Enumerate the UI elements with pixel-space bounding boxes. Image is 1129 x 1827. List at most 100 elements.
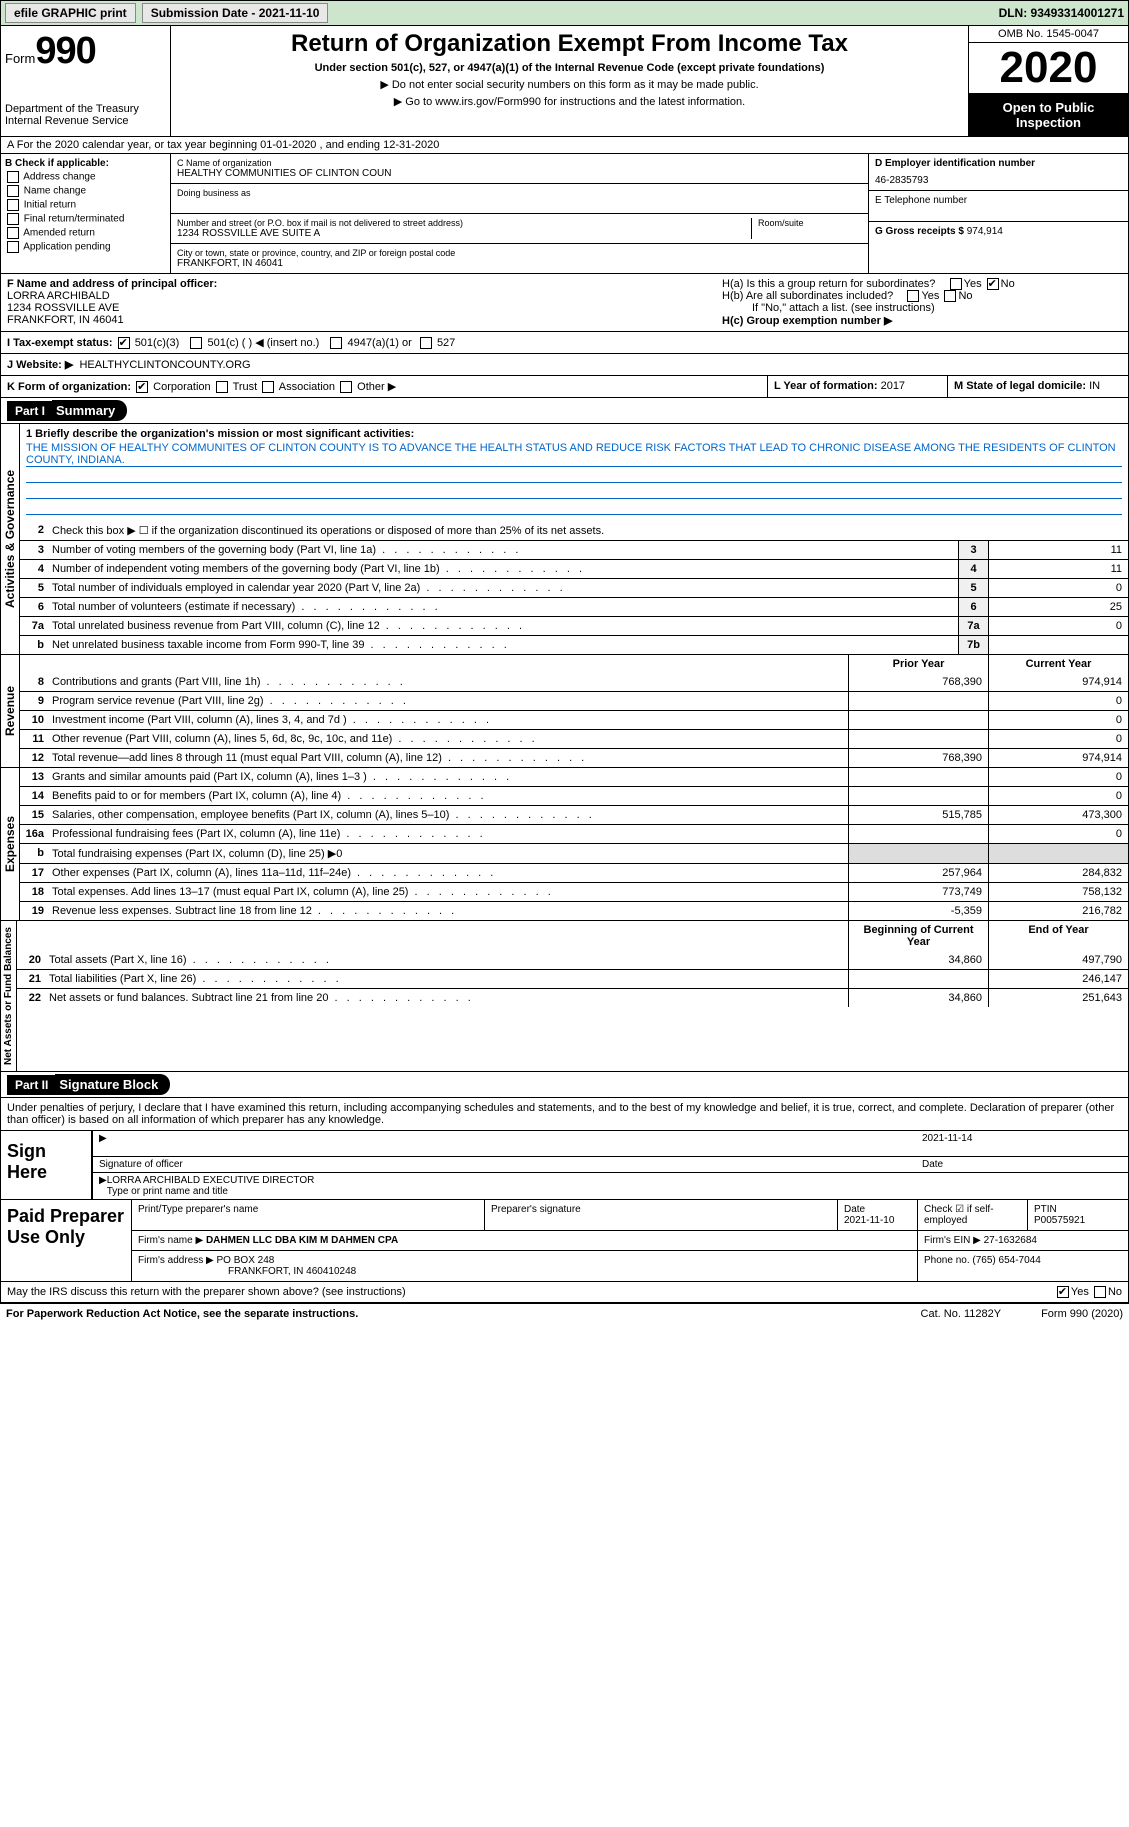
line-val: 25 bbox=[988, 598, 1128, 616]
line-box: 4 bbox=[958, 560, 988, 578]
col-begin-year: Beginning of Current Year bbox=[848, 921, 988, 951]
checkbox-discuss-yes[interactable] bbox=[1057, 1286, 1069, 1298]
checkbox-initial-return[interactable] bbox=[7, 199, 19, 211]
line-num: 20 bbox=[17, 951, 45, 969]
cat-no: Cat. No. 11282Y bbox=[921, 1308, 1002, 1320]
open-to-public: Open to Public Inspection bbox=[969, 94, 1128, 136]
checkbox-corp[interactable] bbox=[136, 381, 148, 393]
tax-year: 2020 bbox=[969, 43, 1128, 94]
line-box: 3 bbox=[958, 541, 988, 559]
checkbox-pending[interactable] bbox=[7, 241, 19, 253]
line-desc: Total unrelated business revenue from Pa… bbox=[48, 617, 958, 635]
paid-preparer-label: Paid Preparer Use Only bbox=[1, 1200, 131, 1281]
form-subtitle: Under section 501(c), 527, or 4947(a)(1)… bbox=[175, 62, 964, 74]
footer: For Paperwork Reduction Act Notice, see … bbox=[0, 1303, 1129, 1324]
line-py: 768,390 bbox=[848, 749, 988, 767]
line-num: 6 bbox=[20, 598, 48, 616]
line-desc: Number of independent voting members of … bbox=[48, 560, 958, 578]
part1-title: Summary bbox=[52, 400, 127, 421]
checkbox-501c3[interactable] bbox=[118, 337, 130, 349]
ptin: P00575921 bbox=[1034, 1215, 1122, 1226]
line-py bbox=[848, 787, 988, 805]
officer-addr1: 1234 ROSSVILLE AVE bbox=[7, 302, 722, 314]
checkbox-address-change[interactable] bbox=[7, 171, 19, 183]
form-footer: Form 990 (2020) bbox=[1041, 1308, 1123, 1320]
line-num: 14 bbox=[20, 787, 48, 805]
line-py: 773,749 bbox=[848, 883, 988, 901]
firm-phone: (765) 654-7044 bbox=[972, 1255, 1040, 1266]
line-py bbox=[848, 970, 988, 988]
officer-printed-label: Type or print name and title bbox=[107, 1186, 315, 1197]
gross-receipts-label: G Gross receipts $ bbox=[875, 226, 964, 237]
line-desc: Check this box ▶ ☐ if the organization d… bbox=[48, 521, 1128, 540]
checkbox-ha-no[interactable] bbox=[987, 278, 999, 290]
line-desc: Total fundraising expenses (Part IX, col… bbox=[48, 844, 848, 863]
line-cy: 246,147 bbox=[988, 970, 1128, 988]
line-desc: Number of voting members of the governin… bbox=[48, 541, 958, 559]
row-klm: K Form of organization: Corporation Trus… bbox=[0, 376, 1129, 398]
line-cy: 0 bbox=[988, 711, 1128, 729]
sig-arrow: ▶ bbox=[99, 1133, 922, 1154]
preparer-sig-label: Preparer's signature bbox=[485, 1200, 838, 1230]
line-desc: Other revenue (Part VIII, column (A), li… bbox=[48, 730, 848, 748]
checkbox-discuss-no[interactable] bbox=[1094, 1286, 1106, 1298]
line-box: 6 bbox=[958, 598, 988, 616]
checkbox-other[interactable] bbox=[340, 381, 352, 393]
checkbox-hb-no[interactable] bbox=[944, 290, 956, 302]
website: HEALTHYCLINTONCOUNTY.ORG bbox=[79, 359, 250, 371]
org-name-label: C Name of organization bbox=[177, 158, 862, 168]
line-num: b bbox=[20, 636, 48, 654]
sig-arrow2: ▶ bbox=[99, 1175, 107, 1197]
line-num: 8 bbox=[20, 673, 48, 691]
city-label: City or town, state or province, country… bbox=[177, 248, 862, 258]
line-num: 21 bbox=[17, 970, 45, 988]
checkbox-assoc[interactable] bbox=[262, 381, 274, 393]
line-num: 2 bbox=[20, 521, 48, 540]
dept-label: Department of the Treasury Internal Reve… bbox=[5, 103, 166, 127]
revenue-label: Revenue bbox=[1, 655, 20, 767]
checkbox-501c[interactable] bbox=[190, 337, 202, 349]
part2-title: Signature Block bbox=[55, 1074, 170, 1095]
officer-addr2: FRANKFORT, IN 46041 bbox=[7, 314, 722, 326]
line-cy: 216,782 bbox=[988, 902, 1128, 920]
checkbox-527[interactable] bbox=[420, 337, 432, 349]
addr-label: Number and street (or P.O. box if mail i… bbox=[177, 218, 751, 228]
line-py bbox=[848, 692, 988, 710]
expenses-section: Expenses 13Grants and similar amounts pa… bbox=[0, 768, 1129, 921]
checkbox-ha-yes[interactable] bbox=[950, 278, 962, 290]
checkbox-name-change[interactable] bbox=[7, 185, 19, 197]
firm-addr: PO BOX 248 bbox=[217, 1255, 275, 1266]
checkbox-amended[interactable] bbox=[7, 227, 19, 239]
h-b: H(b) Are all subordinates included? bbox=[722, 290, 893, 302]
dln: DLN: 93493314001271 bbox=[999, 6, 1124, 20]
line-py bbox=[848, 730, 988, 748]
sig-officer-label: Signature of officer bbox=[99, 1159, 922, 1170]
org-name: HEALTHY COMMUNITIES OF CLINTON COUN bbox=[177, 168, 862, 179]
line-desc: Salaries, other compensation, employee b… bbox=[48, 806, 848, 824]
governance-section: Activities & Governance 1 Briefly descri… bbox=[0, 424, 1129, 655]
checkbox-4947[interactable] bbox=[330, 337, 342, 349]
form-number: 990 bbox=[35, 30, 95, 72]
line-desc: Revenue less expenses. Subtract line 18 … bbox=[48, 902, 848, 920]
penalty-text: Under penalties of perjury, I declare th… bbox=[1, 1098, 1128, 1130]
line-py: 34,860 bbox=[848, 951, 988, 969]
line-desc: Total revenue—add lines 8 through 11 (mu… bbox=[48, 749, 848, 767]
col-prior-year: Prior Year bbox=[848, 655, 988, 673]
checkbox-trust[interactable] bbox=[216, 381, 228, 393]
line-cy: 0 bbox=[988, 692, 1128, 710]
checkbox-final-return[interactable] bbox=[7, 213, 19, 225]
line-num: 22 bbox=[17, 989, 45, 1007]
line-py: 34,860 bbox=[848, 989, 988, 1007]
checkbox-hb-yes[interactable] bbox=[907, 290, 919, 302]
line-desc: Contributions and grants (Part VIII, lin… bbox=[48, 673, 848, 691]
line-cy: 497,790 bbox=[988, 951, 1128, 969]
line-py: 768,390 bbox=[848, 673, 988, 691]
section-bcde: B Check if applicable: Address change Na… bbox=[0, 154, 1129, 274]
part2-hdr: Part II bbox=[7, 1075, 56, 1095]
efile-button[interactable]: efile GRAPHIC print bbox=[5, 3, 136, 23]
revenue-section: Revenue Prior YearCurrent Year 8Contribu… bbox=[0, 655, 1129, 768]
line-cy: 251,643 bbox=[988, 989, 1128, 1007]
form-header: Form990 Department of the Treasury Inter… bbox=[0, 26, 1129, 137]
mission-label: 1 Briefly describe the organization's mi… bbox=[26, 428, 1122, 440]
line-py bbox=[848, 825, 988, 843]
